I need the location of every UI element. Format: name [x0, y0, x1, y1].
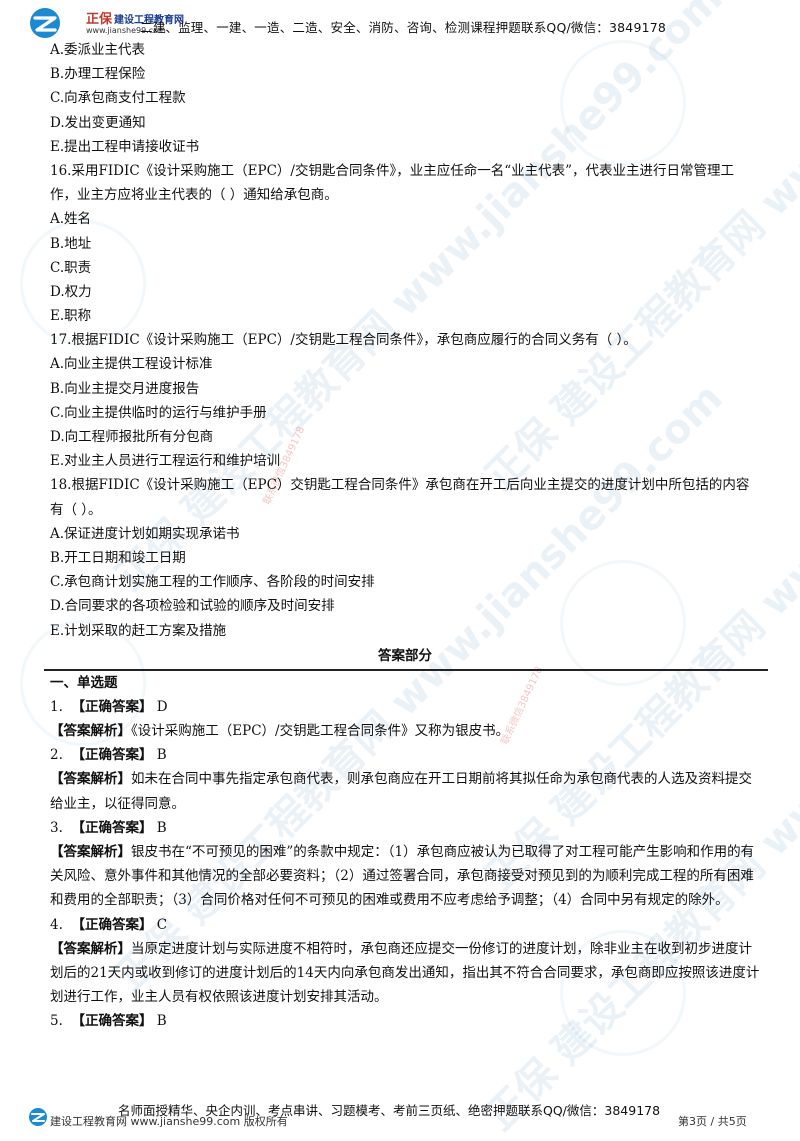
answers-heading: 答案部分	[378, 647, 432, 664]
correct-answer: 5. 【正确答案】 B	[50, 1009, 760, 1033]
brand-logo-icon	[30, 8, 60, 38]
brand-url: www.jianshe99.com	[86, 26, 166, 35]
answer-analysis: 【答案解析】如未在合同中事先指定承包商代表，则承包商应在开工日期前将其拟任命为承…	[50, 767, 760, 815]
header-promo: 二建、监理、一建、一造、二造、安全、消防、咨询、检测课程押题联系QQ/微信：38…	[140, 20, 667, 35]
question-block: 17.根据FIDIC《设计采购施工（EPC）/交钥匙工程合同条件》，承包商应履行…	[50, 328, 760, 473]
answer-number: 3.	[50, 819, 63, 836]
analysis-label: 【答案解析】	[50, 843, 131, 860]
answer-value: D	[156, 698, 168, 715]
analysis-text: 当原定进度计划与实际进度不相符时，承包商还应提交一份修订的进度计划，除非业主在收…	[50, 940, 760, 1006]
option: D.发出变更通知	[50, 114, 146, 131]
question-stem: 16.采用FIDIC《设计采购施工（EPC）/交钥匙合同条件》，业主应任命一名“…	[50, 162, 735, 204]
correct-answer: 1. 【正确答案】 D	[50, 695, 760, 719]
correct-answer: 4. 【正确答案】 C	[50, 913, 760, 937]
answer-label: 【正确答案】	[71, 916, 153, 933]
answer-value: B	[156, 1013, 167, 1030]
answer-label: 【正确答案】	[71, 698, 153, 715]
option: D.合同要求的各项检验和试验的顺序及时间安排	[50, 598, 335, 615]
analysis-label: 【答案解析】	[50, 722, 131, 739]
page-header: 正保 建设工程教育网 www.jianshe99.com 二建、监理、一建、一造、…	[28, 6, 788, 40]
option: A.保证进度计划如期实现承诺书	[50, 525, 240, 542]
watermark-circle	[560, 40, 686, 166]
option: B.地址	[50, 235, 92, 252]
answer-label: 【正确答案】	[71, 1013, 153, 1030]
section-title: 一、单选题	[50, 674, 118, 691]
analysis-label: 【答案解析】	[50, 940, 131, 957]
answer-label: 【正确答案】	[71, 819, 153, 836]
option: C.向业主提供临时的运行与维护手册	[50, 404, 267, 421]
page-number: 第3页 / 共5页	[678, 1115, 747, 1128]
answer-item: 5. 【正确答案】 B	[50, 1009, 760, 1033]
question-stem: 18.根据FIDIC《设计采购施工（EPC）交钥匙工程合同条件》承包商在开工后向…	[50, 477, 750, 518]
footer-logo-icon	[29, 1108, 47, 1126]
option: E.计划采取的赶工方案及措施	[50, 622, 227, 639]
analysis-text: 银皮书在“不可预见的困难”的条款中规定：（1）承包商应被认为已取得了对工程可能产…	[50, 843, 755, 909]
brand-name: 建设工程教育网	[114, 15, 185, 26]
question-stem: 17.根据FIDIC《设计采购施工（EPC）/交钥匙工程合同条件》，承包商应履行…	[50, 332, 637, 349]
document-body: A.委派业主代表 B.办理工程保险 C.向承包商支付工程款 D.发出变更通知 E…	[44, 38, 768, 1034]
brand-title: 正保 建设工程教育网	[86, 8, 184, 27]
answer-analysis: 【答案解析】《设计采购施工（EPC）/交钥匙工程合同条件》又称为银皮书。	[50, 719, 760, 743]
option: E.对业主人员进行工程运行和维护培训	[50, 453, 281, 470]
answer-number: 1.	[50, 698, 63, 715]
footer-copyright: 建设工程教育网 www.jianshe99.com 版权所有	[50, 1115, 288, 1128]
option: C.职责	[50, 259, 92, 276]
question-block: 18.根据FIDIC《设计采购施工（EPC）交钥匙工程合同条件》承包商在开工后向…	[50, 473, 760, 642]
analysis-text: 如未在合同中事先指定承包商代表，则承包商应在开工日期前将其拟任命为承包商代表的人…	[50, 771, 752, 812]
option: A.向业主提供工程设计标准	[50, 356, 213, 373]
answer-value: C	[156, 916, 168, 933]
divider	[44, 668, 768, 671]
option: A.姓名	[50, 211, 92, 228]
option: D.向工程师报批所有分包商	[50, 429, 214, 446]
answer-label: 【正确答案】	[71, 747, 153, 764]
answer-value: B	[156, 819, 167, 836]
analysis-text: 《设计采购施工（EPC）/交钥匙工程合同条件》又称为银皮书。	[131, 722, 510, 739]
option: B.办理工程保险	[50, 66, 146, 83]
answer-value: B	[156, 747, 167, 764]
answer-item: 4. 【正确答案】 C 【答案解析】当原定进度计划与实际进度不相符时，承包商还应…	[50, 913, 760, 1010]
analysis-label: 【答案解析】	[50, 771, 131, 788]
option: B.向业主提交月进度报告	[50, 380, 200, 397]
question-block: 16.采用FIDIC《设计采购施工（EPC）/交钥匙合同条件》，业主应任命一名“…	[50, 159, 760, 328]
footer-promo: 名师面授精华、央企内训、考点串讲、习题模考、考前三页纸、绝密押题联系QQ/微信：…	[118, 1103, 661, 1118]
answer-number: 2.	[50, 747, 63, 764]
answer-analysis: 【答案解析】当原定进度计划与实际进度不相符时，承包商还应提交一份修订的进度计划，…	[50, 937, 760, 1010]
watermark-circle	[20, 620, 146, 746]
option: A.委派业主代表	[50, 42, 146, 58]
option: C.承包商计划实施工程的工作顺序、各阶段的时间安排	[50, 574, 375, 591]
correct-answer: 3. 【正确答案】 B	[50, 816, 760, 840]
correct-answer: 2. 【正确答案】 B	[50, 743, 760, 767]
option: E.提出工程申请接收证书	[50, 138, 200, 155]
option: E.职称	[50, 308, 92, 325]
answer-item: 3. 【正确答案】 B 【答案解析】银皮书在“不可预见的困难”的条款中规定：（1…	[50, 816, 760, 913]
answer-number: 4.	[50, 916, 63, 933]
option: B.开工日期和竣工日期	[50, 550, 186, 567]
option: D.权力	[50, 283, 92, 300]
watermark-circle	[560, 560, 686, 686]
answer-number: 5.	[50, 1013, 63, 1030]
answer-item: 1. 【正确答案】 D 【答案解析】《设计采购施工（EPC）/交钥匙工程合同条件…	[50, 695, 760, 743]
option: C.向承包商支付工程款	[50, 90, 186, 107]
watermark-circle	[20, 220, 146, 346]
answer-analysis: 【答案解析】银皮书在“不可预见的困难”的条款中规定：（1）承包商应被认为已取得了…	[50, 840, 760, 913]
question-block: A.委派业主代表 B.办理工程保险 C.向承包商支付工程款 D.发出变更通知 E…	[50, 38, 760, 159]
watermark-circle	[560, 930, 686, 1056]
answer-item: 2. 【正确答案】 B 【答案解析】如未在合同中事先指定承包商代表，则承包商应在…	[50, 743, 760, 816]
brand-mark: 正保	[86, 12, 113, 27]
